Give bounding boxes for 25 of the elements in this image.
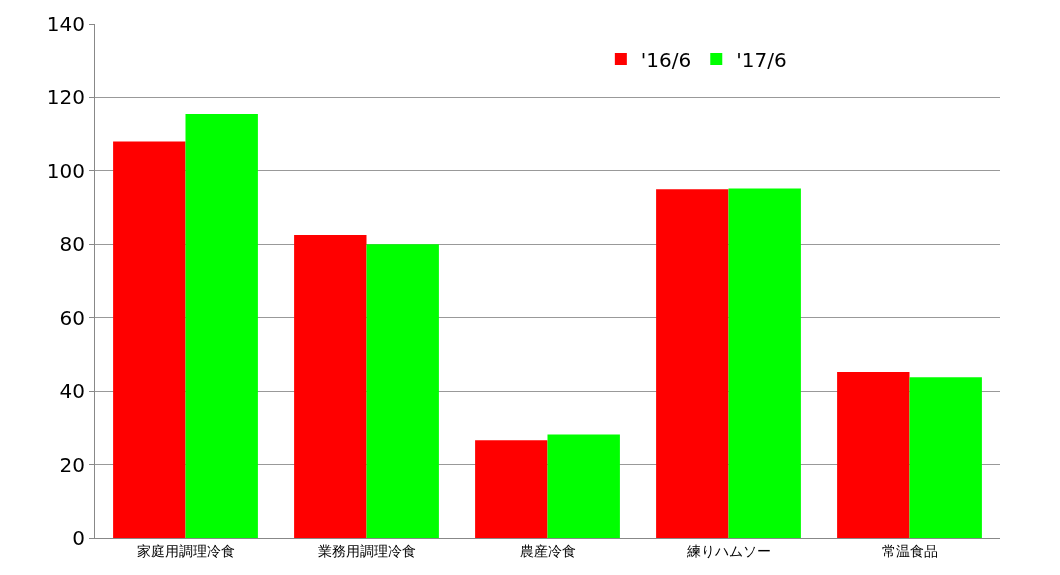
bar: [547, 434, 620, 538]
bar: [294, 235, 367, 538]
x-tick-label: 業務用調理冷食: [317, 542, 416, 559]
legend-label: '17/6: [736, 47, 787, 72]
bar: [837, 372, 910, 538]
y-tick-label: 100: [46, 158, 85, 183]
y-tick-label: 120: [46, 85, 85, 110]
y-tick-label: 0: [72, 526, 85, 550]
bar: [366, 244, 439, 538]
bar: [475, 440, 548, 538]
y-tick-label: 80: [59, 232, 85, 257]
bar: [113, 141, 186, 538]
bar: [728, 188, 801, 538]
bar: [909, 377, 982, 538]
x-tick-label: 練りハムソー: [685, 542, 771, 559]
bar: [656, 189, 729, 538]
legend-label: '16/6: [640, 47, 692, 72]
y-tick-label: 40: [59, 379, 85, 404]
x-tick-label: 農産冷食: [519, 542, 576, 559]
y-tick-label: 20: [59, 452, 85, 477]
y-tick-label: 60: [59, 305, 85, 330]
x-tick-label: 家庭用調理冷食: [136, 542, 235, 559]
x-tick-label: 常温食品: [881, 542, 938, 559]
bar: [185, 113, 258, 538]
y-tick-label: 140: [46, 12, 85, 36]
